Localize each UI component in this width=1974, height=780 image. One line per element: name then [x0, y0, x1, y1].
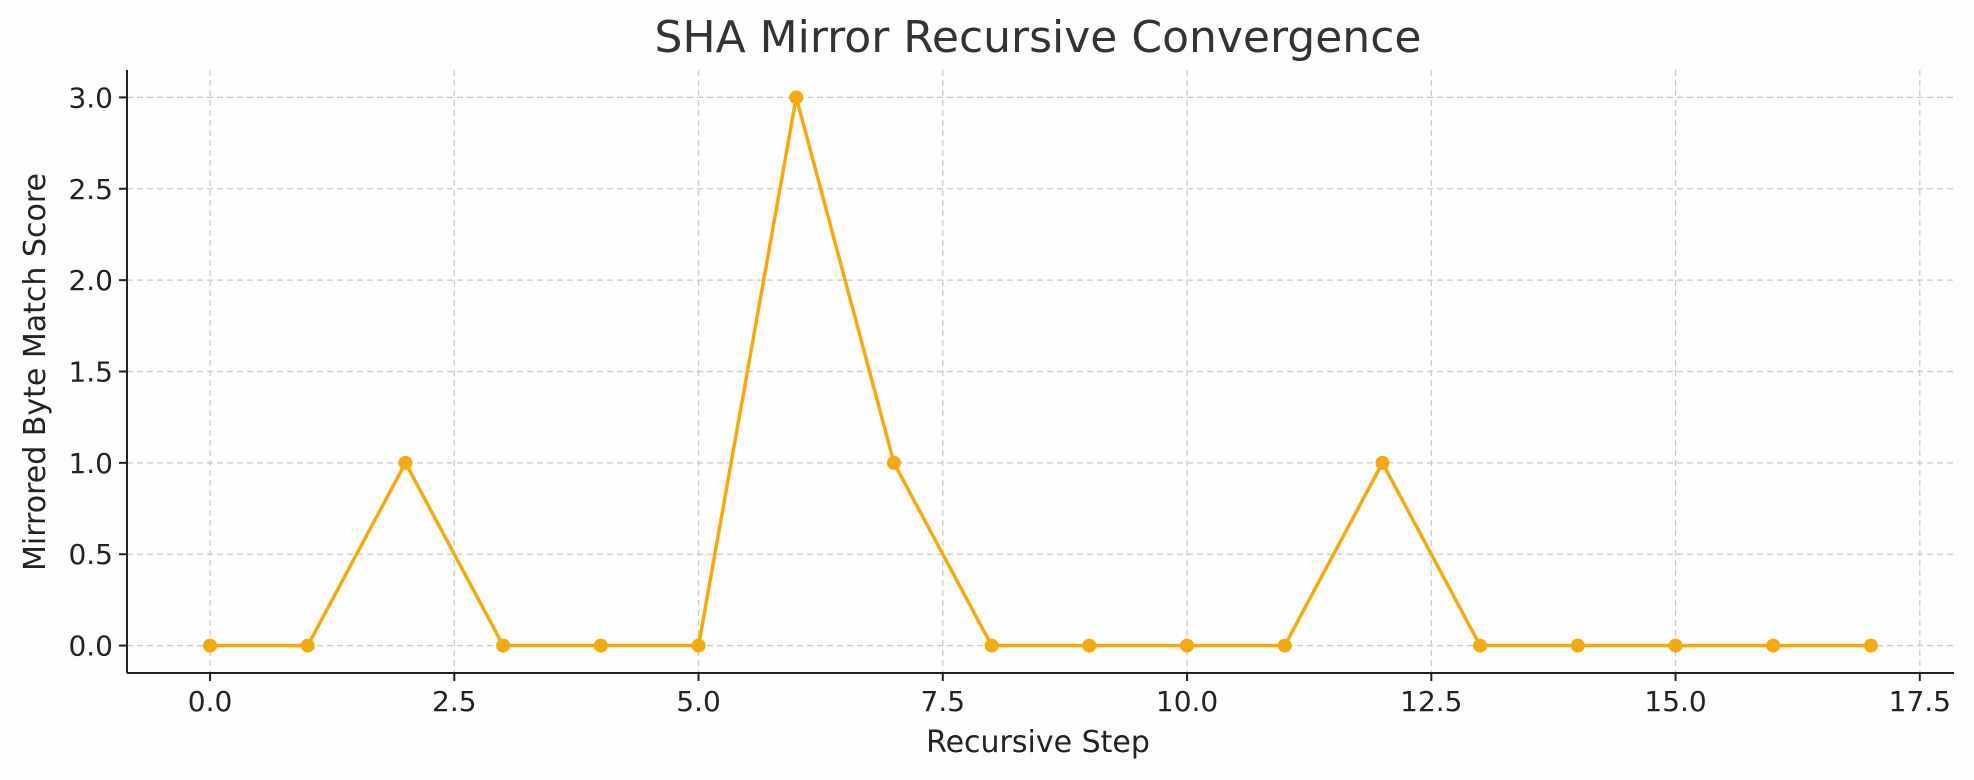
x-axis-label: Recursive Step: [926, 725, 1150, 760]
data-point: [1863, 638, 1878, 653]
y-tick-label: 0.0: [68, 630, 113, 663]
data-point: [886, 455, 901, 470]
data-point: [1375, 455, 1390, 470]
y-axis-ticks: 0.0 0.5 1.0 1.5 2.0 2.5 3.0: [68, 81, 127, 663]
x-tick-label: 10.0: [1156, 685, 1218, 718]
series-line: [210, 95, 1871, 648]
y-tick-label: 2.5: [68, 173, 113, 206]
x-tick-label: 0.0: [188, 685, 233, 718]
data-point: [691, 638, 706, 653]
grid: [127, 70, 1954, 673]
data-point: [984, 638, 999, 653]
x-tick-label: 12.5: [1400, 685, 1462, 718]
x-tick-label: 17.5: [1889, 685, 1951, 718]
y-tick-label: 2.0: [68, 264, 113, 297]
x-tick-label: 2.5: [432, 685, 477, 718]
series-layer: [203, 90, 1878, 653]
x-tick-label: 15.0: [1644, 685, 1706, 718]
data-point: [789, 90, 804, 105]
y-tick-label: 1.0: [68, 447, 113, 480]
data-point: [496, 638, 511, 653]
y-tick-label: 0.5: [68, 538, 113, 571]
data-point: [1180, 638, 1195, 653]
data-point: [593, 638, 608, 653]
data-point: [203, 638, 218, 653]
data-point: [1570, 638, 1585, 653]
data-point: [300, 638, 315, 653]
data-point: [1277, 638, 1292, 653]
y-tick-label: 1.5: [68, 356, 113, 389]
y-axis-label: Mirrored Byte Match Score: [18, 173, 53, 571]
data-point: [1668, 638, 1683, 653]
x-tick-label: 7.5: [921, 685, 966, 718]
chart-title: SHA Mirror Recursive Convergence: [655, 12, 1422, 63]
data-point: [1082, 638, 1097, 653]
x-tick-label: 5.0: [676, 685, 721, 718]
data-point: [398, 455, 413, 470]
y-tick-label: 3.0: [68, 81, 113, 114]
data-point: [1766, 638, 1781, 653]
x-axis-ticks: 0.0 2.5 5.0 7.5 10.0 12.5 15.0 17.5: [188, 673, 1951, 718]
data-point: [1473, 638, 1488, 653]
